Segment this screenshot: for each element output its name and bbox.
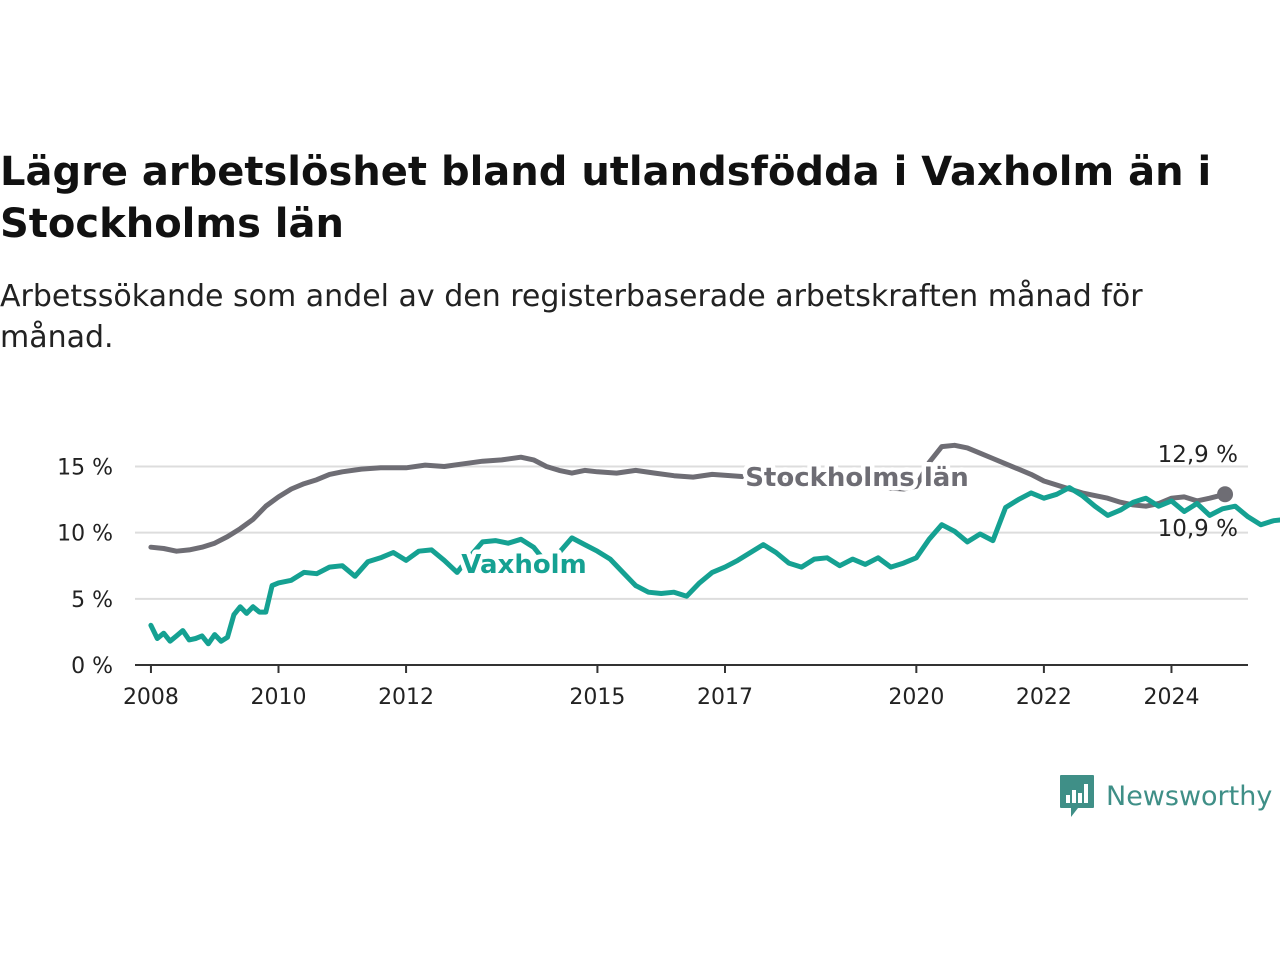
- x-tick-label: 2010: [251, 685, 307, 710]
- x-tick-label: 2015: [569, 685, 625, 710]
- x-tick-label: 2008: [123, 685, 179, 710]
- series-line-stockholm: [148, 442, 1228, 554]
- chart-labels: Stockholms län Vaxholm 12,9 % 10,9 %: [457, 442, 1238, 585]
- series-line-vaxholm: [148, 485, 1280, 647]
- end-value-vaxholm: 10,9 %: [1158, 516, 1238, 542]
- end-value-stockholm: 12,9 %: [1158, 442, 1238, 468]
- x-tick-label: 2017: [697, 685, 753, 710]
- y-tick-label: 15 %: [57, 455, 113, 480]
- x-tick-label: 2022: [1016, 685, 1072, 710]
- x-tick-label: 2024: [1143, 685, 1199, 710]
- gridlines: [135, 465, 1248, 600]
- axes: 0 % 5 % 10 % 15 % 2008 2010 2012 2015 2017 2020 20…: [57, 455, 1248, 710]
- newsworthy-logo-icon: [1060, 775, 1094, 817]
- newsworthy-logo: Newsworthy: [1058, 772, 1272, 820]
- y-tick-label: 0 %: [71, 654, 113, 679]
- line-chart: 0 % 5 % 10 % 15 % 2008 2010 2012 2015 2017 2020 20…: [57, 442, 1280, 710]
- y-tick-label: 10 %: [57, 522, 113, 547]
- series-end-marker: [1217, 486, 1234, 503]
- series-lines: [148, 442, 1280, 647]
- chart-title: Lägre arbetslöshet bland utlandsfödda i …: [0, 149, 1212, 247]
- x-tick-label: 2012: [378, 685, 434, 710]
- x-tick-label: 2020: [888, 685, 944, 710]
- series-label-vaxholm: Vaxholm: [461, 550, 586, 580]
- y-tick-label: 5 %: [71, 588, 113, 613]
- series-label-stockholm: Stockholms län: [745, 463, 969, 493]
- chart-subtitle: Arbetssökande som andel av den registerb…: [0, 279, 1143, 355]
- brand-name: Newsworthy: [1106, 780, 1273, 812]
